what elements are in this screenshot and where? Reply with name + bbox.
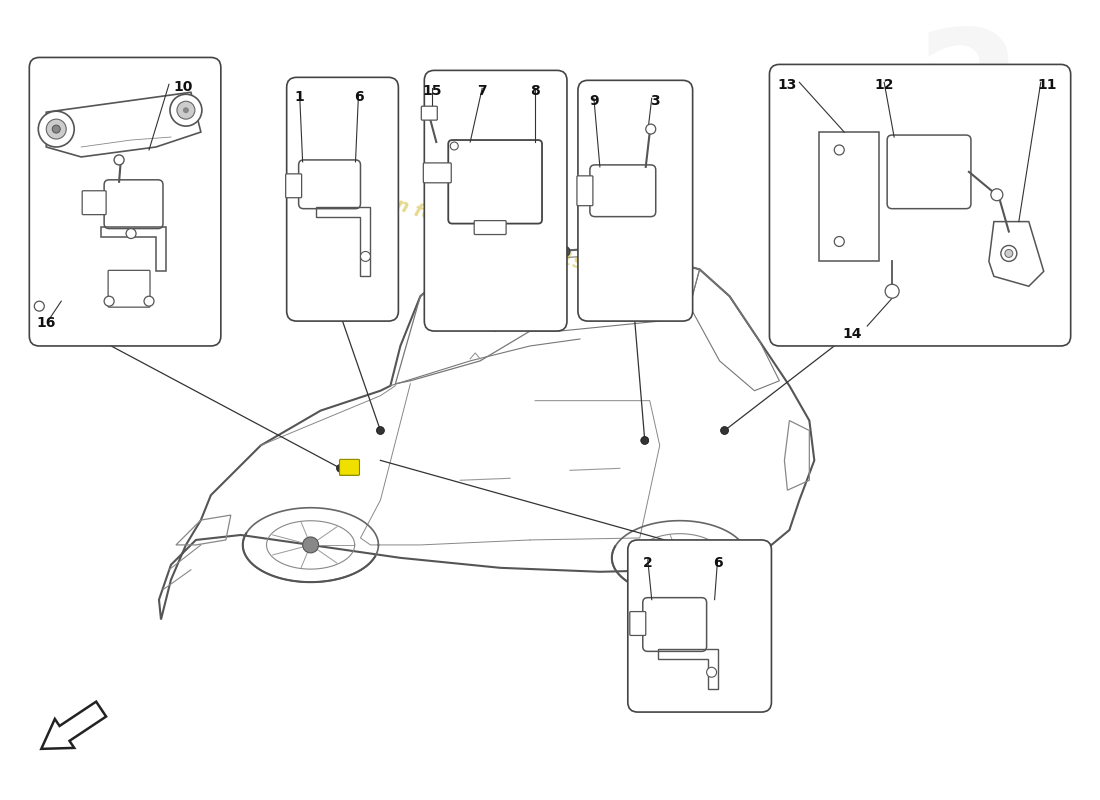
Circle shape: [672, 550, 688, 566]
Circle shape: [126, 229, 136, 238]
Circle shape: [177, 102, 195, 119]
Text: 2: 2: [642, 556, 652, 570]
FancyBboxPatch shape: [642, 598, 706, 651]
Text: a passion for parts since 1985: a passion for parts since 1985: [314, 170, 610, 282]
Circle shape: [302, 537, 319, 553]
FancyBboxPatch shape: [425, 70, 566, 331]
Circle shape: [1001, 246, 1016, 262]
FancyBboxPatch shape: [887, 135, 971, 209]
FancyBboxPatch shape: [286, 174, 301, 198]
Circle shape: [53, 125, 60, 133]
Text: 1: 1: [295, 90, 305, 104]
Circle shape: [834, 145, 845, 155]
FancyArrow shape: [42, 702, 106, 749]
Text: 15: 15: [422, 84, 442, 98]
Circle shape: [886, 284, 899, 298]
Circle shape: [337, 464, 344, 472]
FancyBboxPatch shape: [590, 165, 656, 217]
FancyBboxPatch shape: [287, 78, 398, 321]
FancyBboxPatch shape: [578, 80, 693, 321]
Circle shape: [46, 119, 66, 139]
Text: 3: 3: [650, 94, 660, 108]
FancyBboxPatch shape: [421, 106, 438, 120]
FancyBboxPatch shape: [474, 221, 506, 234]
Circle shape: [1004, 250, 1013, 258]
Text: 6: 6: [354, 90, 363, 104]
Circle shape: [641, 437, 649, 445]
Circle shape: [706, 667, 716, 678]
FancyBboxPatch shape: [449, 140, 542, 223]
FancyBboxPatch shape: [82, 190, 106, 214]
FancyBboxPatch shape: [630, 611, 646, 635]
Circle shape: [450, 142, 459, 150]
Circle shape: [376, 426, 384, 434]
Circle shape: [104, 296, 114, 306]
Text: 2: 2: [916, 22, 1022, 172]
Circle shape: [560, 246, 570, 257]
Bar: [820, 132, 879, 262]
Text: 14: 14: [843, 327, 862, 341]
FancyBboxPatch shape: [104, 180, 163, 229]
FancyBboxPatch shape: [30, 58, 221, 346]
Circle shape: [39, 111, 74, 147]
Circle shape: [144, 296, 154, 306]
FancyBboxPatch shape: [340, 459, 360, 475]
Text: 16: 16: [36, 316, 56, 330]
FancyBboxPatch shape: [298, 160, 361, 209]
FancyBboxPatch shape: [340, 462, 358, 475]
FancyBboxPatch shape: [769, 65, 1070, 346]
Text: 7: 7: [477, 84, 487, 98]
Text: 10: 10: [173, 80, 192, 94]
Text: 12: 12: [874, 78, 894, 92]
Circle shape: [646, 124, 656, 134]
Text: 11: 11: [1037, 78, 1056, 92]
Text: 6: 6: [713, 556, 723, 570]
FancyBboxPatch shape: [576, 176, 593, 206]
Circle shape: [170, 94, 202, 126]
Circle shape: [183, 107, 189, 113]
Text: 13: 13: [778, 78, 798, 92]
FancyBboxPatch shape: [108, 270, 150, 307]
FancyBboxPatch shape: [628, 540, 771, 712]
Circle shape: [559, 247, 566, 255]
Circle shape: [720, 426, 728, 434]
FancyBboxPatch shape: [424, 163, 451, 183]
Circle shape: [834, 237, 845, 246]
Circle shape: [361, 251, 371, 262]
Circle shape: [991, 189, 1003, 201]
Text: 9: 9: [590, 94, 598, 108]
Circle shape: [34, 301, 44, 311]
Circle shape: [114, 155, 124, 165]
Text: 8: 8: [530, 84, 540, 98]
